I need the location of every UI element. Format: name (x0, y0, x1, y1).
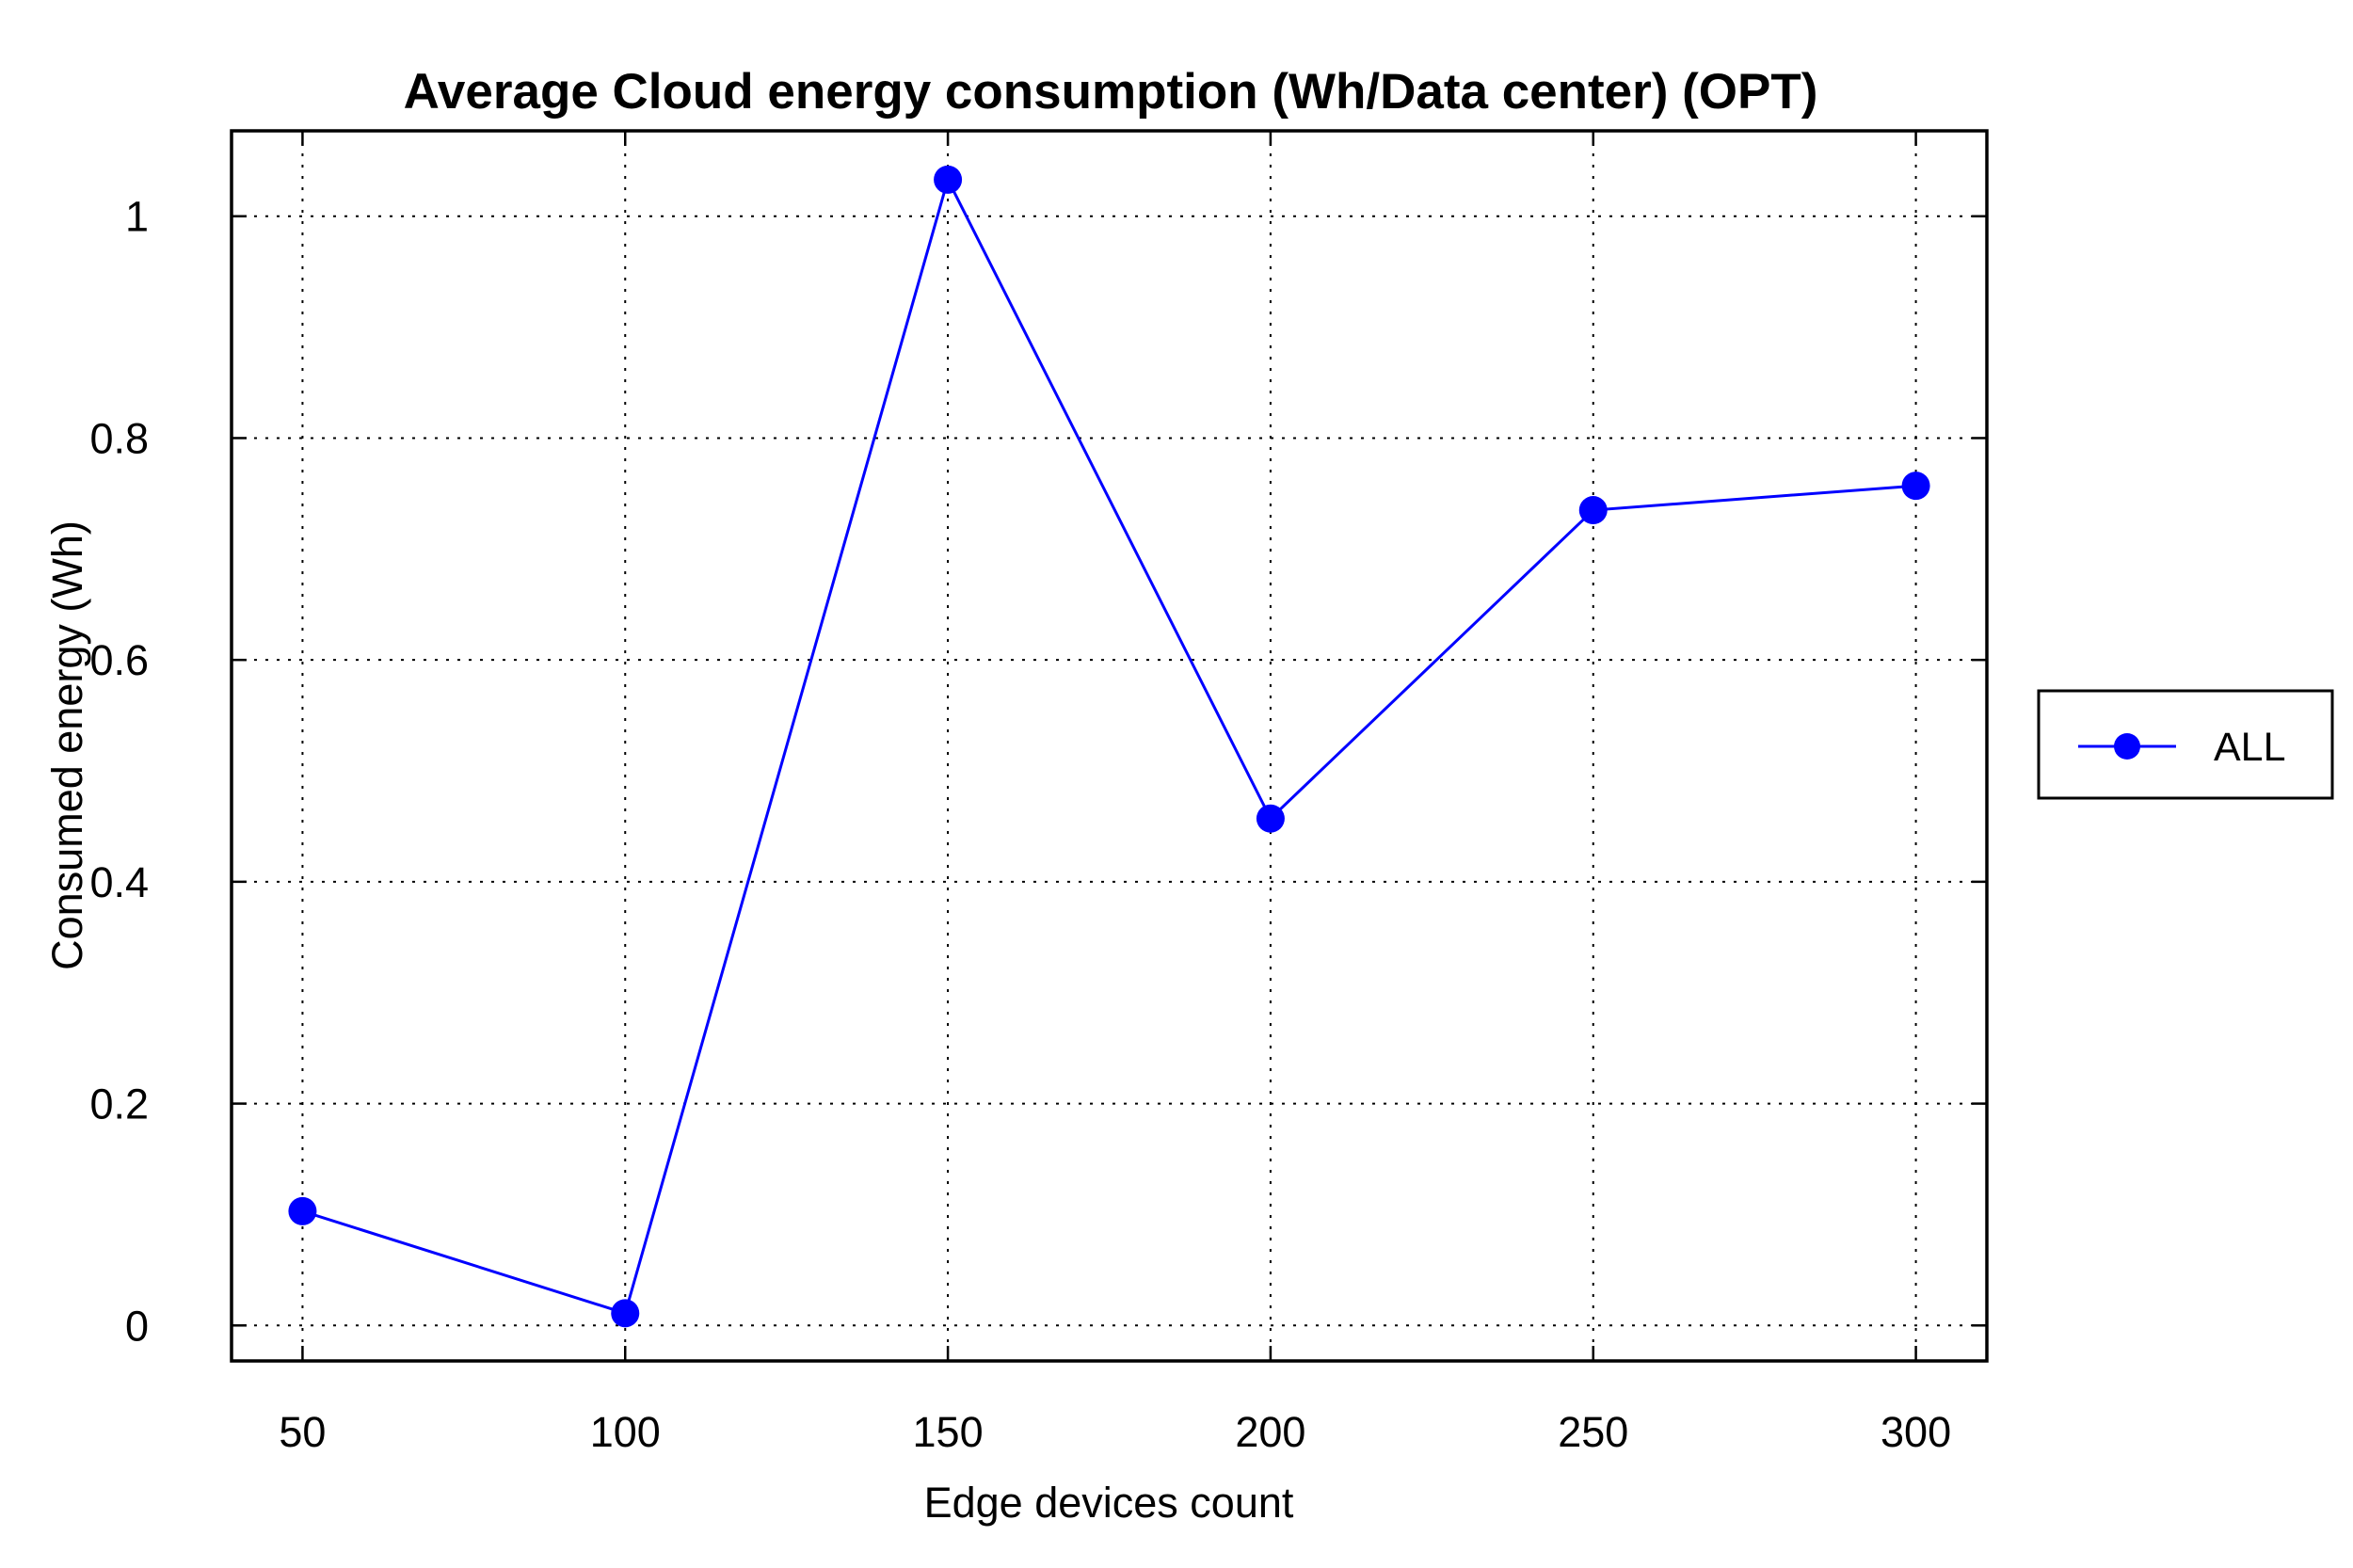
legend: ALL (2037, 689, 2334, 800)
y-tick-label-0: 0 (125, 1302, 149, 1350)
x-tick-label-5: 300 (1881, 1408, 1951, 1456)
data-point-0-1 (611, 1299, 640, 1328)
y-tick-label-2: 0.4 (89, 858, 149, 906)
data-point-0-4 (1578, 496, 1608, 525)
data-point-0-2 (934, 165, 963, 194)
data-point-0-3 (1256, 804, 1285, 833)
grid (232, 131, 1987, 1361)
x-tick-label-4: 250 (1558, 1408, 1628, 1456)
x-tick-label-1: 100 (590, 1408, 661, 1456)
data-point-0-5 (1901, 472, 1930, 501)
y-axis-label: Consumed energy (Wh) (43, 520, 91, 970)
data-point-0-0 (288, 1196, 317, 1225)
legend-label-all: ALL (2214, 725, 2286, 770)
y-tick-label-4: 0.8 (89, 414, 149, 462)
x-tick-label-2: 150 (913, 1408, 984, 1456)
y-tick-label-5: 1 (125, 193, 149, 241)
x-tick-label-0: 50 (279, 1408, 326, 1456)
x-axis-label: Edge devices count (924, 1479, 1294, 1527)
x-tick-label-3: 200 (1235, 1408, 1305, 1456)
ticks: 50 100 150 200 250 300 0 0.2 0.4 0.6 0.8 1 (89, 131, 1987, 1456)
plot-frame (230, 129, 1989, 1363)
chart-title: Average Cloud energy consumption (Wh/Dat… (404, 64, 1818, 120)
legend-box (2037, 689, 2334, 800)
y-tick-label-1: 0.2 (89, 1080, 149, 1128)
y-tick-label-3: 0.6 (89, 636, 149, 684)
legend-marker-all (2114, 733, 2140, 760)
series-layer (288, 165, 1930, 1328)
series-line-0 (301, 175, 1916, 1316)
